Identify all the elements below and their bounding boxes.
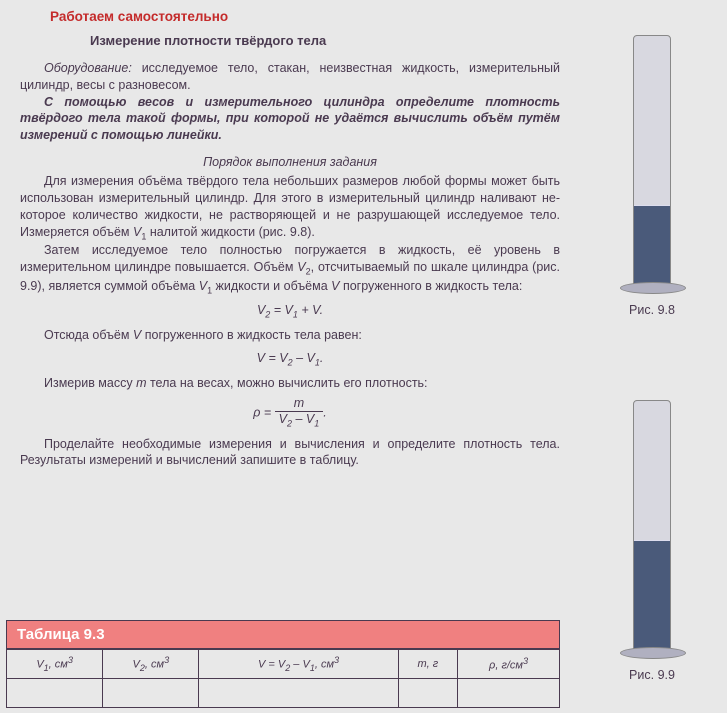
procedure-p2: Затем исследуемое тело полностью погружа… <box>20 242 560 296</box>
table-row <box>7 679 560 708</box>
equipment-paragraph: Оборудование: исследуемое тело, стакан, … <box>20 60 560 94</box>
col-v: V = V2 – V1, см3 <box>199 650 398 679</box>
figure-label: Рис. 9.9 <box>607 668 697 682</box>
cylinder-icon <box>633 400 671 652</box>
formula-1: V2 = V1 + V. <box>20 302 560 321</box>
results-table-wrap: Таблица 9.3 V1, см3 V2, см3 V = V2 – V1,… <box>6 620 560 708</box>
table-header-row: V1, см3 V2, см3 V = V2 – V1, см3 m, г ρ,… <box>7 650 560 679</box>
procedure-p1: Для измерения объёма твёрдого тела небол… <box>20 173 560 242</box>
procedure-p4: Измерив массу m тела на весах, можно выч… <box>20 375 560 392</box>
cell <box>199 679 398 708</box>
page: Работаем самостоятельно Измерение плотно… <box>0 0 727 713</box>
liquid-level <box>634 205 670 286</box>
rubric-heading: Работаем самостоятельно <box>50 8 560 26</box>
procedure-p5: Проделайте необходимые измерения и вычис… <box>20 436 560 470</box>
results-table: V1, см3 V2, см3 V = V2 – V1, см3 m, г ρ,… <box>6 649 560 708</box>
table-title: Таблица 9.3 <box>6 620 560 649</box>
figure-9-8: Рис. 9.8 <box>607 35 697 317</box>
col-v2: V2, см3 <box>103 650 199 679</box>
cylinder-icon <box>633 35 671 287</box>
cell <box>7 679 103 708</box>
liquid-level <box>634 540 670 651</box>
figure-9-9: Рис. 9.9 <box>607 400 697 682</box>
cell <box>398 679 457 708</box>
procedure-heading: Порядок выполнения задания <box>20 154 560 171</box>
cell <box>103 679 199 708</box>
col-rho: ρ, г/см3 <box>458 650 560 679</box>
equipment-label: Оборудование: <box>44 61 132 75</box>
col-v1: V1, см3 <box>7 650 103 679</box>
procedure-p3: Отсюда объём V погруженного в жидкость т… <box>20 327 560 344</box>
fraction: m V2 – V1 <box>275 397 324 429</box>
figure-label: Рис. 9.8 <box>607 303 697 317</box>
formula-3: ρ = m V2 – V1 . <box>20 397 560 429</box>
section-title: Измерение плотности твёрдого тела <box>90 32 560 50</box>
task-statement: С помощью весов и измерительного цилиндр… <box>20 94 560 145</box>
cell <box>458 679 560 708</box>
text-column: Работаем самостоятельно Измерение плотно… <box>20 8 560 469</box>
formula-2: V = V2 – V1. <box>20 350 560 369</box>
col-m: m, г <box>398 650 457 679</box>
